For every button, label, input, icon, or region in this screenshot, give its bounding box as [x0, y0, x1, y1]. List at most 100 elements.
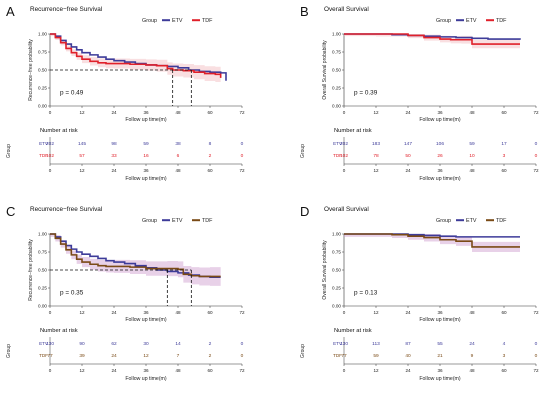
risk-count: 24: [469, 341, 475, 347]
x-tick-label: 48: [469, 310, 475, 315]
y-tick-label: 0.25: [38, 86, 47, 91]
p-value-label: p = 0.39: [354, 89, 378, 96]
risk-x-tick-label: 24: [111, 168, 117, 173]
y-tick-label: 1.00: [38, 232, 47, 237]
x-tick-label: 72: [533, 110, 539, 115]
x-tick-label: 24: [405, 310, 411, 315]
tdf-confidence-band: [344, 234, 520, 253]
x-tick-label: 36: [437, 110, 443, 115]
risk-table-title: Number at risk: [40, 128, 78, 134]
risk-count: 24: [111, 353, 117, 359]
risk-count: 2: [209, 353, 212, 359]
risk-group-axis-label: Group: [6, 344, 12, 358]
survival-curve-tdf: [50, 33, 222, 78]
risk-x-tick-label: 36: [437, 368, 443, 373]
risk-x-tick-label: 12: [79, 168, 85, 173]
risk-count: 77: [341, 353, 347, 359]
risk-row-label-etv: ETV: [333, 141, 343, 146]
risk-row-label-etv: ETV: [333, 341, 343, 346]
panel-label: C: [6, 204, 15, 219]
risk-count: 98: [111, 141, 117, 147]
risk-count: 40: [405, 353, 411, 359]
risk-count: 14: [175, 341, 181, 347]
x-tick-label: 36: [437, 310, 443, 315]
risk-table-title: Number at risk: [334, 128, 372, 134]
risk-count: 12: [143, 353, 149, 359]
legend-label-etv: ETV: [172, 218, 183, 224]
x-tick-label: 12: [373, 310, 379, 315]
panel-d: D Overall Survival Group ETV TDF 0.00 0.25 0.50…: [300, 204, 539, 382]
risk-x-tick-label: 12: [373, 168, 379, 173]
risk-count: 21: [437, 353, 443, 359]
risk-count: 90: [79, 341, 85, 347]
chart-title: Overall Survival: [324, 6, 369, 13]
x-tick-label: 72: [239, 310, 245, 315]
risk-group-axis-label: Group: [300, 344, 306, 358]
risk-x-tick-label: 60: [207, 368, 213, 373]
tdf-confidence-band: [50, 234, 221, 287]
panel-label: B: [300, 4, 309, 19]
risk-count: 59: [373, 353, 379, 359]
p-value-label: p = 0.35: [60, 289, 84, 296]
survival-curve-etv: [50, 33, 227, 81]
x-tick-label: 12: [373, 110, 379, 115]
y-axis-label: Recurrence−free probability: [28, 239, 34, 301]
x-tick-label: 72: [239, 110, 245, 115]
legend: Group ETV TDF: [142, 18, 213, 24]
x-tick-label: 60: [207, 310, 213, 315]
legend-label-tdf: TDF: [202, 18, 213, 24]
y-tick-label: 0.50: [332, 268, 341, 273]
legend-label-etv: ETV: [466, 18, 477, 24]
risk-x-tick-label: 72: [533, 168, 539, 173]
x-tick-label: 60: [501, 110, 507, 115]
y-tick-label: 1.00: [332, 32, 341, 37]
risk-x-tick-label: 72: [533, 368, 539, 373]
legend-label-etv: ETV: [172, 18, 183, 24]
risk-x-tick-label: 60: [501, 368, 507, 373]
risk-x-axis-label: Follow up time(m): [419, 176, 460, 182]
risk-x-tick-label: 24: [405, 168, 411, 173]
risk-count: 87: [405, 341, 411, 347]
y-tick-label: 0.50: [332, 68, 341, 73]
chart-title: Recurrence−free Survival: [30, 6, 102, 13]
risk-count: 26: [437, 153, 443, 159]
legend-title: Group: [436, 18, 451, 24]
y-tick-label: 0.75: [38, 50, 47, 55]
panel-c: C Recurrence−free Survival Group ETV TDF 0.00…: [6, 204, 245, 382]
chart-title: Recurrence−free Survival: [30, 206, 102, 213]
y-tick-label: 0.75: [38, 250, 47, 255]
risk-count: 16: [143, 153, 149, 159]
risk-count: 38: [175, 141, 181, 147]
x-tick-label: 48: [469, 110, 475, 115]
risk-count: 202: [46, 141, 54, 147]
p-value-label: p = 0.49: [60, 89, 84, 96]
risk-count: 10: [469, 153, 475, 159]
risk-row-label-etv: ETV: [39, 341, 49, 346]
risk-count: 0: [535, 153, 538, 159]
risk-count: 55: [437, 341, 443, 347]
y-axis-label: Overall Survival probability: [322, 240, 328, 300]
x-tick-label: 36: [143, 110, 149, 115]
x-tick-label: 0: [343, 310, 346, 315]
x-axis-label: Follow up time(m): [419, 317, 460, 323]
y-tick-label: 1.00: [332, 232, 341, 237]
risk-count: 9: [471, 353, 474, 359]
risk-x-tick-label: 0: [343, 368, 346, 373]
risk-x-tick-label: 60: [501, 168, 507, 173]
risk-count: 39: [79, 353, 85, 359]
y-tick-label: 0.75: [332, 50, 341, 55]
y-axis-label: Recurrence−free probability: [28, 39, 34, 101]
chart-title: Overall Survival: [324, 206, 369, 213]
risk-row-label-tdf: TDF: [39, 153, 48, 158]
risk-x-tick-label: 0: [343, 168, 346, 173]
risk-count: 0: [241, 153, 244, 159]
risk-x-tick-label: 0: [49, 168, 52, 173]
y-tick-label: 0.00: [38, 104, 47, 109]
risk-count: 2: [209, 153, 212, 159]
risk-count: 17: [501, 141, 507, 147]
risk-count: 59: [143, 141, 149, 147]
legend-label-tdf: TDF: [202, 218, 213, 224]
risk-row-label-tdf: TDF: [39, 353, 48, 358]
tdf-confidence-band: [344, 34, 520, 49]
